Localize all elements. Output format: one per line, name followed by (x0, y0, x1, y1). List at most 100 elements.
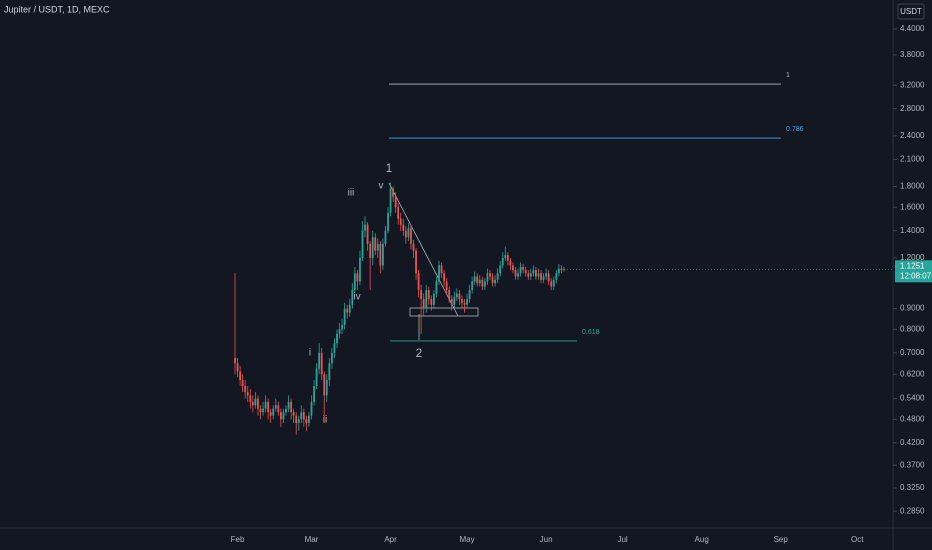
candle-body (333, 343, 336, 353)
candle-body (476, 276, 479, 284)
wave-label: 2 (416, 346, 423, 360)
candle-body (501, 257, 504, 266)
candle-body (478, 279, 481, 284)
candle-body (415, 250, 417, 274)
candle-body (402, 224, 405, 231)
candle-body (499, 265, 502, 274)
candle-body (246, 392, 249, 396)
candle-body (313, 385, 315, 402)
candle-body (338, 329, 341, 334)
candle-body (524, 270, 527, 274)
fib-label: 0.786 (786, 126, 804, 133)
candle-body (356, 273, 359, 282)
candle-body (535, 270, 537, 277)
candle-body (366, 224, 369, 244)
candle-body (399, 218, 402, 225)
candle-body (259, 408, 262, 413)
candle-body (550, 281, 553, 287)
candle-body (496, 273, 499, 280)
candle-body (282, 412, 285, 420)
candle-body (537, 273, 540, 277)
candle-body (438, 265, 440, 282)
candle-body (427, 290, 430, 300)
candle-body (450, 299, 453, 305)
candle-body (343, 308, 346, 326)
candle-body (466, 299, 468, 305)
candle-body (257, 398, 259, 409)
candle-body (318, 352, 321, 369)
candle-body (407, 228, 410, 238)
candle-body (264, 401, 267, 409)
candle-body (254, 398, 257, 406)
wave-label: ii (323, 415, 327, 426)
candle-body (394, 196, 397, 208)
candle-body (387, 212, 389, 231)
y-tick-label: 0.2850 (900, 506, 925, 515)
candle-body (374, 237, 377, 251)
candle-body (404, 230, 407, 238)
y-tick-label: 3.2000 (900, 80, 925, 89)
candle-body (359, 257, 361, 282)
candle-body (529, 273, 532, 277)
currency-label[interactable]: USDT (900, 7, 922, 16)
candle-body (448, 290, 451, 300)
candle-body (527, 273, 530, 277)
candle-body (379, 243, 382, 266)
candle-body (560, 268, 563, 271)
candle-body (461, 299, 463, 303)
candle-body (422, 299, 425, 309)
candle-body (346, 308, 349, 313)
x-tick-label: Sep (774, 535, 789, 544)
candle-body (376, 243, 379, 251)
candle-body (244, 385, 247, 393)
x-tick-label: Mar (305, 535, 319, 544)
x-tick-label: Oct (851, 535, 864, 544)
last-price-tag (895, 260, 932, 283)
candle-body (486, 273, 489, 282)
candle-body (351, 290, 354, 305)
candle-body (267, 401, 270, 413)
candle-body (458, 293, 461, 300)
candle-body (348, 304, 351, 313)
candle-body (361, 230, 364, 258)
candle-body (269, 412, 272, 416)
candle-body (509, 260, 512, 266)
candle-body (236, 363, 239, 372)
x-tick-label: Apr (384, 535, 397, 544)
y-tick-label: 0.4200 (900, 438, 925, 447)
candle-body (430, 299, 433, 305)
candle-body (371, 237, 374, 258)
last-price-label: 1.1251 (900, 261, 925, 270)
candle-body (484, 281, 486, 287)
candle-body (262, 408, 264, 413)
y-tick-label: 1.4000 (900, 226, 925, 235)
candle-body (364, 224, 366, 231)
candle-body (494, 279, 496, 284)
candle-body (519, 266, 522, 274)
candle-body (557, 268, 560, 274)
candle-body (506, 255, 509, 261)
y-tick-label: 1.6000 (900, 202, 925, 211)
candle-body (272, 408, 275, 416)
fib-label: 0.618 (582, 329, 600, 336)
y-tick-label: 2.4000 (900, 131, 925, 140)
currency-button[interactable] (897, 3, 925, 20)
candle-body (297, 419, 300, 424)
candle-body (443, 273, 445, 282)
candle-body (563, 269, 565, 271)
y-tick-label: 1.2000 (900, 253, 925, 262)
candle-body (425, 290, 428, 309)
candle-body (325, 380, 328, 396)
wave-label: iii (348, 188, 355, 199)
candle-body (412, 243, 415, 251)
candle-body (463, 302, 466, 305)
candle-body (239, 371, 241, 381)
candle-body (389, 188, 392, 213)
candle-body (471, 281, 474, 291)
candle-body (320, 352, 323, 375)
candle-body (336, 333, 338, 344)
x-tick-label: Jul (617, 535, 627, 544)
candle-body (341, 325, 343, 330)
candle-body (315, 368, 318, 386)
